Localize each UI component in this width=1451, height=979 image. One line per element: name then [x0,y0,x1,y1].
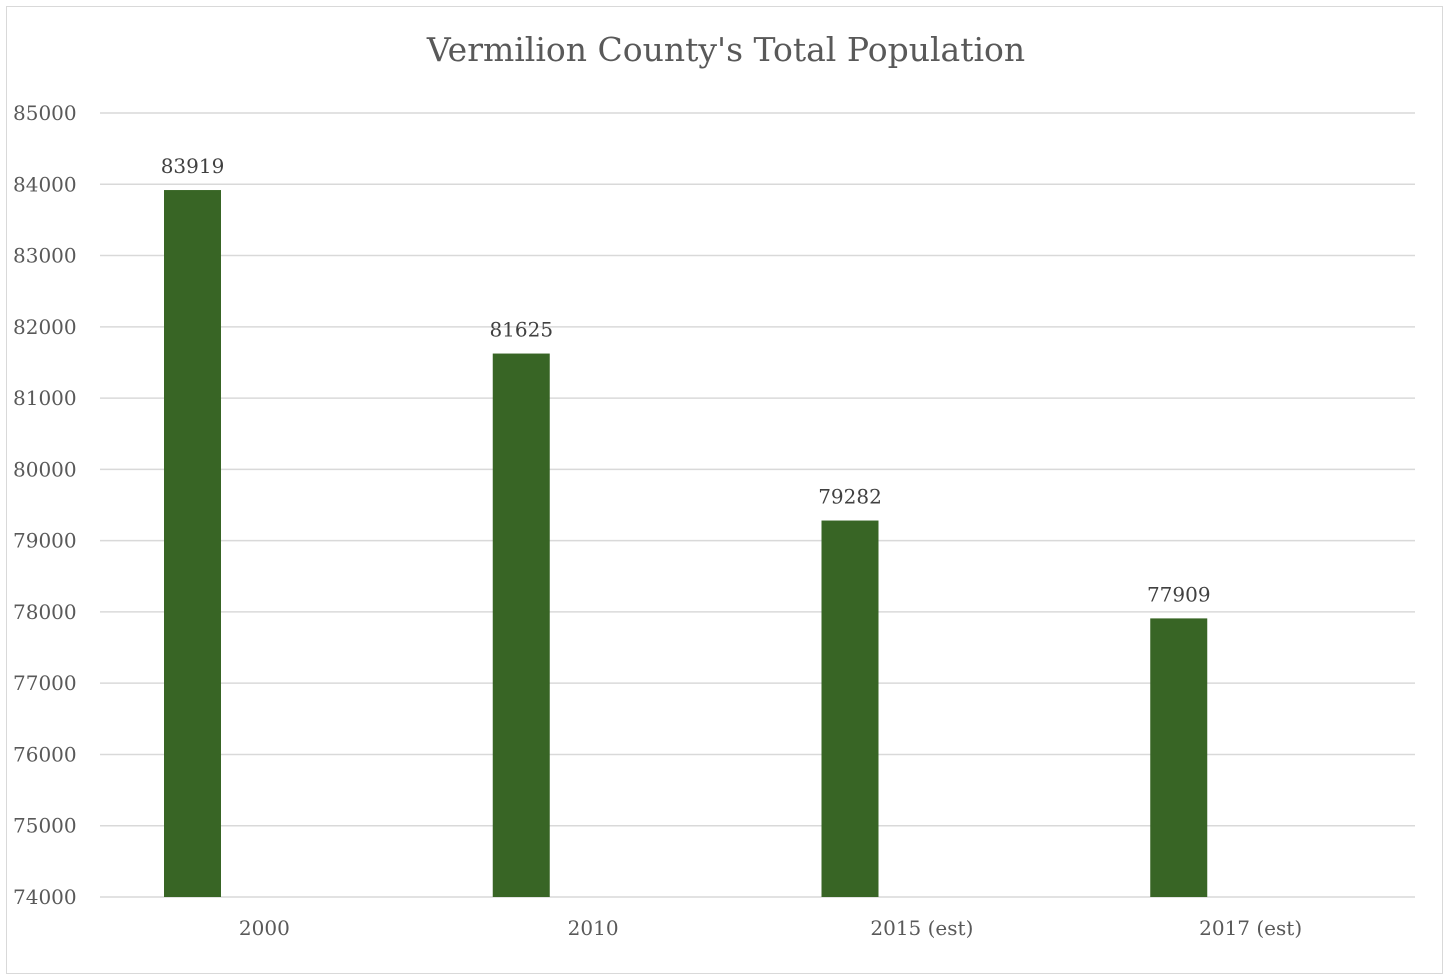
chart-title: Vermilion County's Total Population [426,30,1025,69]
bars [164,190,1208,898]
y-tick-label: 85000 [13,101,77,125]
x-tick-label: 2000 [239,916,290,940]
data-label: 83919 [161,154,225,178]
y-tick-label: 74000 [13,885,77,909]
bar [821,520,879,897]
y-tick-label: 84000 [13,172,77,196]
data-label: 79282 [818,485,882,509]
y-tick-label: 76000 [13,742,77,766]
y-axis-ticks: 74000 75000 76000 77000 78000 79000 80000 81000… [13,101,77,909]
x-tick-label: 2010 [568,916,619,940]
x-tick-label: 2017 (est) [1199,916,1302,940]
y-tick-label: 82000 [13,315,77,339]
bar [492,353,550,898]
data-labels: 83919 81625 79282 77909 [161,154,1211,606]
y-tick-label: 79000 [13,529,77,553]
y-tick-label: 81000 [13,386,77,410]
bar [1150,618,1208,897]
gridlines [100,112,1415,898]
y-tick-label: 77000 [13,671,77,695]
data-label: 81625 [489,318,553,342]
x-axis-ticks: 2000 2010 2015 (est) 2017 (est) [239,916,1302,940]
data-label: 77909 [1147,582,1211,606]
y-tick-label: 78000 [13,600,77,624]
bar [164,190,221,897]
y-tick-label: 83000 [13,244,77,268]
x-tick-label: 2015 (est) [870,916,973,940]
y-tick-label: 75000 [13,814,77,838]
y-tick-label: 80000 [13,457,77,481]
